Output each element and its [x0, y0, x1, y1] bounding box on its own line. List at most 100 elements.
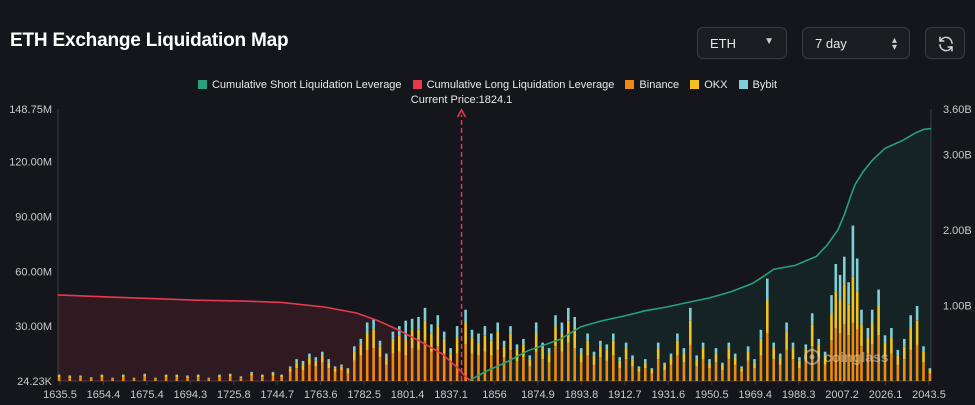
- bar-okx: [196, 375, 200, 378]
- bar-okx: [772, 348, 775, 360]
- bar-bybit: [928, 368, 932, 370]
- bar-okx: [740, 368, 743, 372]
- bar-okx: [239, 377, 243, 379]
- bar-okx: [228, 374, 232, 377]
- bar-okx: [915, 320, 919, 345]
- bar-binance: [915, 344, 919, 381]
- bar-okx: [650, 370, 654, 374]
- bar-binance: [866, 353, 870, 381]
- bar-okx: [843, 284, 846, 325]
- bar-okx: [830, 313, 833, 341]
- legend-label-okx: OKX: [704, 79, 728, 91]
- bar-bybit: [89, 377, 93, 379]
- legend-item-short[interactable]: Cumulative Short Liquidation Leverage: [197, 79, 402, 91]
- bar-bybit: [896, 349, 900, 356]
- bar-okx: [791, 348, 795, 360]
- asset-select[interactable]: ETH ▼: [697, 27, 787, 59]
- bar-binance: [353, 360, 356, 381]
- bar-bybit: [855, 258, 859, 292]
- bar-okx: [592, 355, 596, 365]
- bar-binance: [365, 349, 369, 381]
- bar-bybit: [909, 315, 912, 328]
- bar-binance: [111, 379, 114, 381]
- bar-binance: [372, 348, 375, 381]
- legend-item-binance[interactable]: Binance: [625, 79, 679, 91]
- legend-swatch-binance: [625, 80, 635, 89]
- bar-bybit: [218, 374, 221, 376]
- range-select[interactable]: 7 day ▴ ▾: [802, 27, 910, 59]
- bar-bybit: [515, 344, 519, 350]
- bar-binance: [410, 348, 414, 381]
- legend-item-okx[interactable]: OKX: [690, 79, 727, 91]
- bar-binance: [928, 373, 932, 381]
- bar-binance: [301, 370, 305, 381]
- bar-okx: [57, 375, 61, 378]
- bar-okx: [644, 362, 647, 369]
- bar-binance: [759, 355, 763, 381]
- bar-bybit: [701, 342, 705, 349]
- bar-okx: [909, 328, 912, 350]
- refresh-button[interactable]: [925, 27, 965, 59]
- bar-bybit: [785, 322, 788, 332]
- bar-okx: [778, 357, 782, 365]
- bar-bybit: [295, 359, 298, 363]
- bar-binance: [618, 368, 621, 381]
- bar-binance: [830, 340, 833, 381]
- bar-bybit: [708, 359, 711, 363]
- bar-bybit: [721, 362, 724, 365]
- legend-label-long: Cumulative Long Liquidation Leverage: [426, 79, 615, 91]
- bar-bybit: [122, 374, 125, 376]
- legend-item-long[interactable]: Cumulative Long Liquidation Leverage: [412, 79, 615, 91]
- bar-bybit: [624, 342, 628, 349]
- bar-binance: [612, 355, 615, 381]
- up-down-chevron-icon: ▴ ▾: [891, 35, 897, 53]
- x-tick-label: 1654.4: [87, 389, 121, 401]
- bar-binance: [689, 344, 692, 381]
- bar-bybit: [340, 364, 343, 367]
- bar-bybit: [534, 322, 538, 334]
- x-tick-label: 1874.9: [521, 389, 555, 401]
- axes: 24.23K 30.00M 60.00M 90.00M 120.00M 148.75M 1.…: [9, 104, 972, 401]
- bar-binance: [280, 377, 283, 381]
- bar-okx: [928, 370, 932, 374]
- bar-okx: [308, 357, 311, 365]
- bar-bybit: [404, 320, 407, 339]
- bar-bybit: [207, 377, 211, 379]
- bar-okx: [746, 351, 750, 361]
- bar-binance: [509, 349, 512, 381]
- bar-okx: [207, 378, 211, 380]
- bar-binance: [154, 379, 157, 381]
- bar-okx: [798, 360, 801, 369]
- bar-okx: [340, 366, 343, 371]
- bar-bybit: [778, 353, 782, 358]
- bar-binance: [79, 377, 82, 381]
- bar-bybit: [866, 328, 870, 338]
- bar-bybit: [346, 368, 350, 370]
- coinglass-watermark-logo: coinglass: [804, 349, 889, 365]
- coinglass-logo-mark: [804, 349, 820, 365]
- bar-okx: [586, 340, 589, 356]
- bar-okx: [436, 326, 440, 347]
- bar-binance: [207, 379, 211, 381]
- bar-bybit: [509, 326, 512, 334]
- bar-okx: [838, 300, 842, 334]
- bar-okx: [599, 346, 602, 358]
- asset-select-value: ETH: [710, 36, 736, 51]
- bar-binance: [631, 366, 634, 381]
- bar-binance: [663, 370, 666, 381]
- legend-label-bybit: Bybit: [752, 79, 778, 91]
- bar-okx: [346, 370, 350, 374]
- bar-bybit: [522, 338, 525, 345]
- bar-okx: [509, 333, 512, 350]
- bar-binance: [321, 362, 324, 381]
- bar-okx: [333, 368, 337, 372]
- bar-okx: [817, 344, 820, 358]
- bar-binance: [502, 357, 506, 381]
- bar-bybit: [851, 225, 855, 277]
- bar-bybit: [239, 376, 243, 378]
- bar-bybit: [132, 377, 136, 379]
- bar-bybit: [430, 324, 433, 334]
- bar-okx: [631, 359, 634, 367]
- bar-okx: [477, 342, 480, 356]
- legend-item-bybit[interactable]: Bybit: [738, 79, 778, 91]
